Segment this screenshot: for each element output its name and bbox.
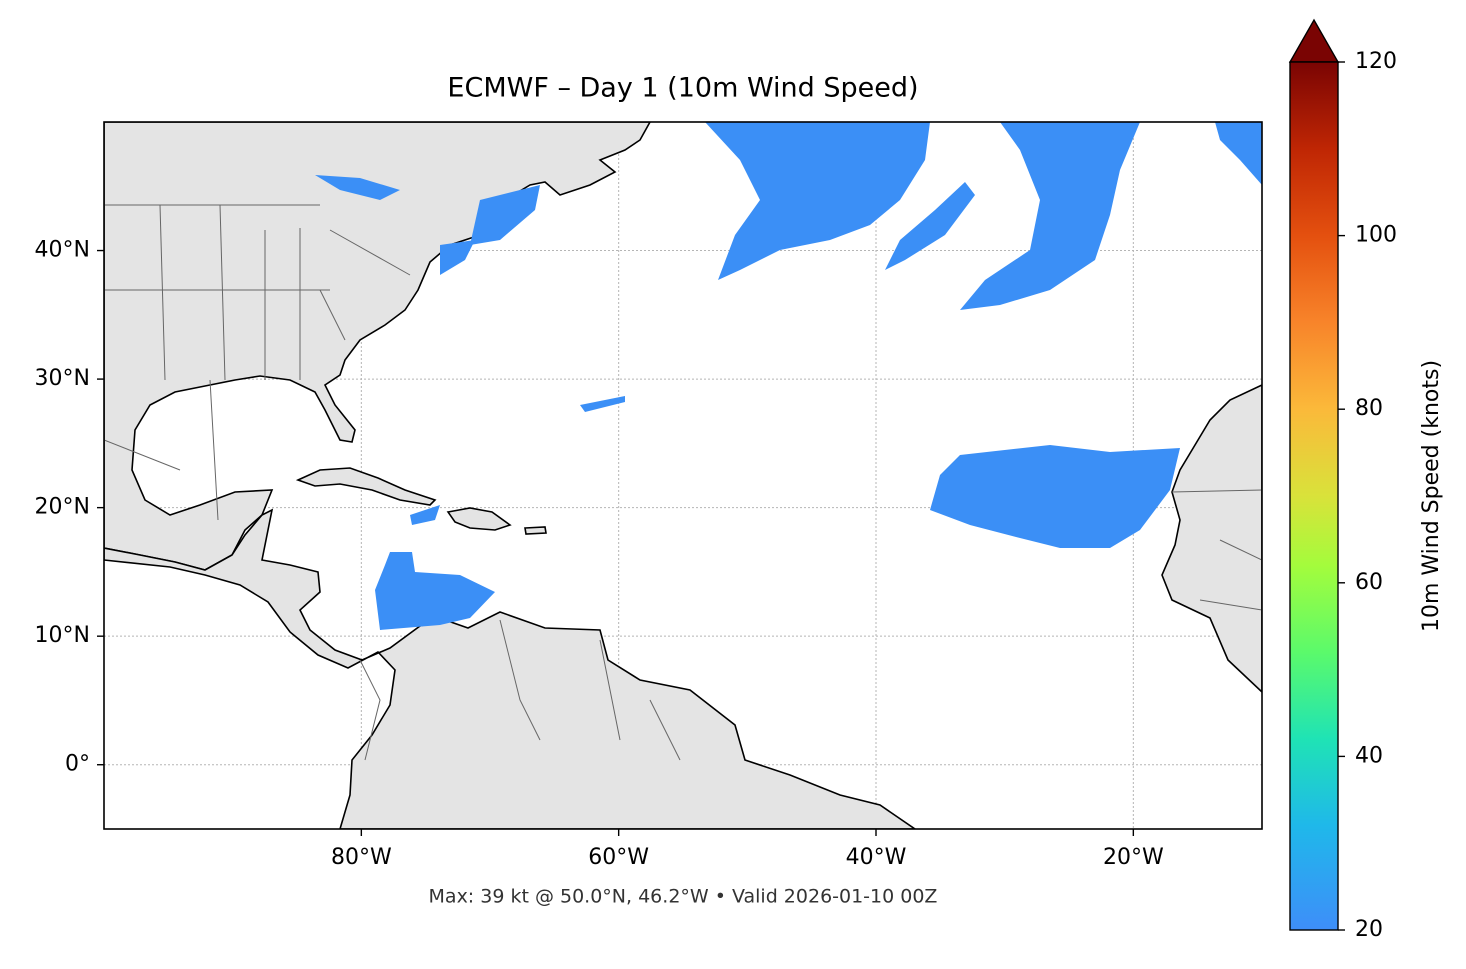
colorbar-tick-label: 100: [1355, 223, 1397, 248]
wind-area: [470, 185, 540, 245]
y-tick-label: 0°: [65, 752, 90, 777]
y-tick-label: 10°N: [35, 623, 90, 648]
colorbar: [1289, 61, 1339, 931]
colorbar-tick-label: 120: [1355, 49, 1397, 74]
x-tick-label: 40°W: [846, 845, 907, 870]
puerto-rico: [524, 526, 547, 535]
colorbar-tick-label: 20: [1355, 917, 1383, 942]
hispaniola: [446, 507, 512, 531]
y-tick-label: 30°N: [35, 366, 90, 391]
wind-field: [315, 122, 1262, 630]
colorbar-extend: [1288, 18, 1340, 63]
x-tick-label: 80°W: [331, 845, 392, 870]
wind-area: [580, 396, 625, 412]
north-america: [104, 122, 651, 571]
central-south-america: [104, 508, 917, 829]
wind-area: [315, 175, 400, 200]
wind-area: [440, 240, 475, 275]
colorbar-tick-label: 40: [1355, 743, 1383, 768]
y-tick-label: 20°N: [35, 495, 90, 520]
wind-area: [930, 445, 1180, 548]
y-tick-label: 40°N: [35, 238, 90, 263]
cuba: [295, 467, 437, 506]
wind-area: [1215, 122, 1262, 185]
wind-area: [960, 122, 1140, 310]
map-area: [104, 122, 1262, 829]
colorbar-label: 10m Wind Speed (knots): [1419, 360, 1444, 632]
map-title: ECMWF – Day 1 (10m Wind Speed): [447, 73, 918, 104]
wind-area: [375, 552, 495, 630]
wind-area: [885, 182, 975, 270]
wind-area: [705, 122, 930, 280]
x-tick-label: 60°W: [588, 845, 649, 870]
colorbar-tick-label: 60: [1355, 570, 1383, 595]
colorbar-tick-label: 80: [1355, 396, 1383, 421]
x-tick-label: 20°W: [1103, 845, 1164, 870]
wind-area: [410, 505, 440, 525]
africa: [1161, 384, 1262, 694]
plot-frame: [103, 121, 1263, 830]
state-borders: [104, 204, 1262, 761]
footer-note: Max: 39 kt @ 50.0°N, 46.2°W • Valid 2026…: [429, 886, 938, 908]
